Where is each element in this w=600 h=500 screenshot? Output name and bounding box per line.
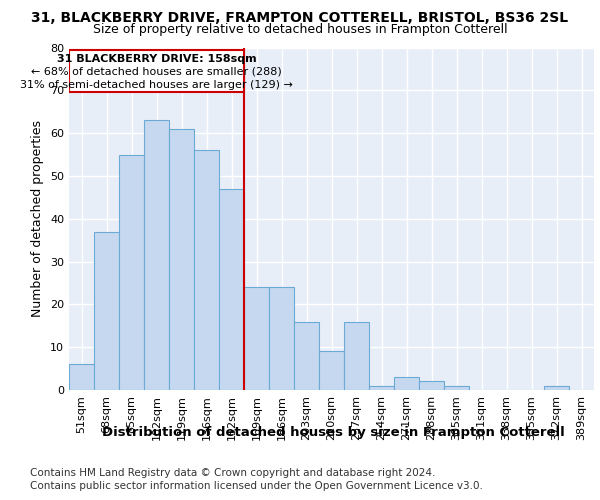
Text: Distribution of detached houses by size in Frampton Cotterell: Distribution of detached houses by size …: [101, 426, 565, 439]
Y-axis label: Number of detached properties: Number of detached properties: [31, 120, 44, 318]
Text: Contains HM Land Registry data © Crown copyright and database right 2024.: Contains HM Land Registry data © Crown c…: [30, 468, 436, 477]
Bar: [69, 364, 94, 390]
Bar: [444, 386, 469, 390]
Bar: [319, 352, 344, 390]
Bar: [419, 382, 444, 390]
Bar: [244, 287, 269, 390]
Bar: [144, 120, 169, 390]
Bar: [269, 287, 294, 390]
Bar: [169, 129, 194, 390]
Text: ← 68% of detached houses are smaller (288): ← 68% of detached houses are smaller (28…: [31, 67, 282, 77]
Bar: [194, 150, 219, 390]
Text: 31, BLACKBERRY DRIVE, FRAMPTON COTTERELL, BRISTOL, BS36 2SL: 31, BLACKBERRY DRIVE, FRAMPTON COTTERELL…: [31, 11, 569, 25]
Bar: [394, 377, 419, 390]
Bar: [119, 154, 144, 390]
Text: 31 BLACKBERRY DRIVE: 158sqm: 31 BLACKBERRY DRIVE: 158sqm: [56, 54, 256, 64]
Bar: [219, 189, 244, 390]
Bar: [544, 386, 569, 390]
Text: 31% of semi-detached houses are larger (129) →: 31% of semi-detached houses are larger (…: [20, 80, 293, 90]
Bar: [369, 386, 394, 390]
Text: Contains public sector information licensed under the Open Government Licence v3: Contains public sector information licen…: [30, 481, 483, 491]
Bar: [94, 232, 119, 390]
Bar: [69, 50, 244, 92]
Bar: [294, 322, 319, 390]
Bar: [344, 322, 369, 390]
Text: Size of property relative to detached houses in Frampton Cotterell: Size of property relative to detached ho…: [92, 22, 508, 36]
